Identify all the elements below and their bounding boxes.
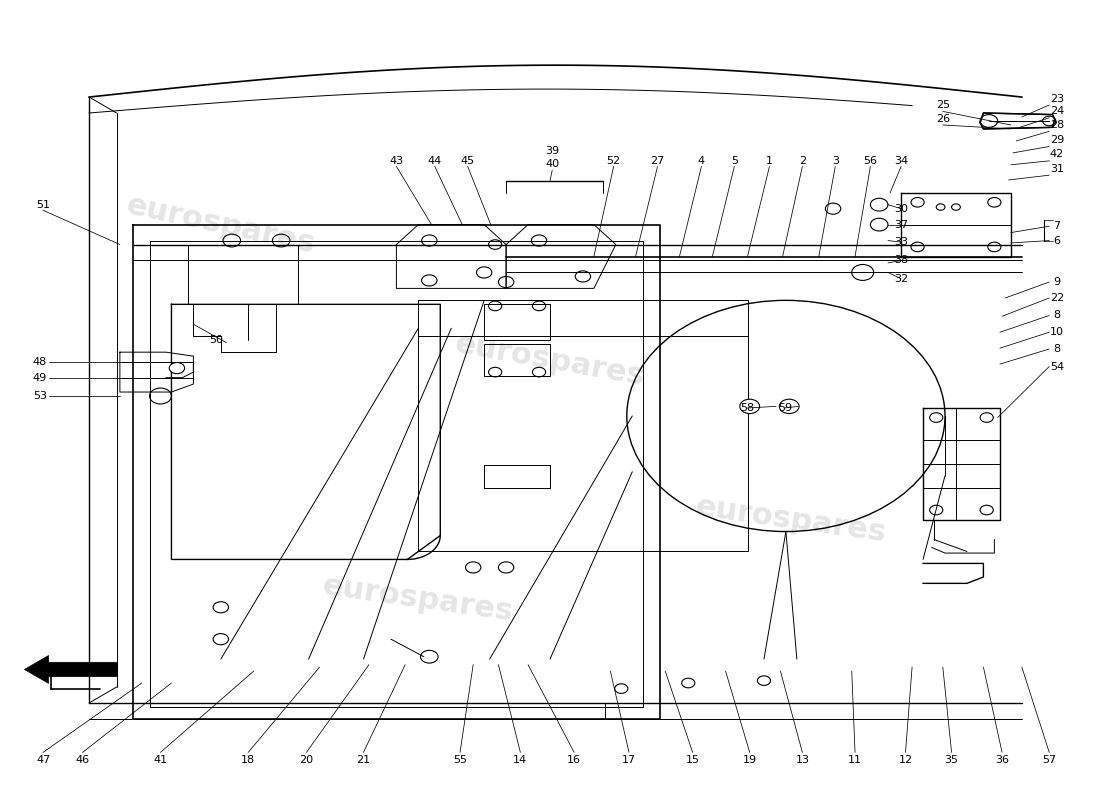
Text: 33: 33 xyxy=(894,237,909,247)
Text: 57: 57 xyxy=(1042,755,1056,766)
Text: eurospares: eurospares xyxy=(321,571,516,627)
Text: 5: 5 xyxy=(730,156,738,166)
Text: 53: 53 xyxy=(33,391,47,401)
Circle shape xyxy=(740,399,760,414)
Text: 29: 29 xyxy=(1049,135,1064,145)
Bar xyxy=(188,245,298,304)
Text: 8: 8 xyxy=(1054,344,1060,354)
Text: 47: 47 xyxy=(36,755,51,766)
Polygon shape xyxy=(980,113,1055,129)
Text: 36: 36 xyxy=(996,755,1009,766)
Text: 56: 56 xyxy=(864,156,878,166)
Circle shape xyxy=(779,399,799,414)
Text: 31: 31 xyxy=(1049,164,1064,174)
Text: 2: 2 xyxy=(799,156,806,166)
Text: 35: 35 xyxy=(945,755,958,766)
Text: 3: 3 xyxy=(832,156,839,166)
Text: 1: 1 xyxy=(766,156,773,166)
Text: 49: 49 xyxy=(33,373,47,382)
Text: 27: 27 xyxy=(650,156,664,166)
Text: 45: 45 xyxy=(461,156,475,166)
Text: 30: 30 xyxy=(894,204,909,214)
Text: 6: 6 xyxy=(1054,235,1060,246)
Text: 10: 10 xyxy=(1049,327,1064,338)
Text: 7: 7 xyxy=(1054,222,1060,231)
Text: 38: 38 xyxy=(894,255,909,266)
Text: 11: 11 xyxy=(848,755,862,766)
Text: 24: 24 xyxy=(1049,106,1064,117)
Text: 46: 46 xyxy=(76,755,89,766)
Text: 50: 50 xyxy=(209,335,223,346)
Text: 55: 55 xyxy=(453,755,468,766)
FancyArrow shape xyxy=(24,655,118,683)
Text: 14: 14 xyxy=(514,755,527,766)
Text: 40: 40 xyxy=(546,159,559,169)
Text: 51: 51 xyxy=(36,200,51,210)
Text: 8: 8 xyxy=(1054,310,1060,321)
Text: 23: 23 xyxy=(1049,94,1064,104)
Text: 21: 21 xyxy=(356,755,371,766)
Text: 28: 28 xyxy=(1049,120,1064,130)
Text: 52: 52 xyxy=(606,156,620,166)
Text: 26: 26 xyxy=(936,114,950,124)
Text: 18: 18 xyxy=(241,755,255,766)
Text: eurospares: eurospares xyxy=(123,190,318,259)
Text: 4: 4 xyxy=(697,156,705,166)
Bar xyxy=(484,344,550,376)
Text: 34: 34 xyxy=(894,156,909,166)
Text: 59: 59 xyxy=(778,403,792,413)
Text: 42: 42 xyxy=(1049,150,1064,159)
Text: 39: 39 xyxy=(546,146,559,156)
Text: 19: 19 xyxy=(742,755,757,766)
Text: 32: 32 xyxy=(894,274,909,284)
Text: 9: 9 xyxy=(1054,277,1060,287)
Bar xyxy=(484,304,550,340)
Text: 20: 20 xyxy=(299,755,314,766)
Text: 25: 25 xyxy=(936,100,950,110)
Text: 13: 13 xyxy=(795,755,810,766)
Text: 54: 54 xyxy=(1049,362,1064,371)
Text: 44: 44 xyxy=(428,156,442,166)
Circle shape xyxy=(169,362,185,374)
Text: 43: 43 xyxy=(389,156,404,166)
Text: 15: 15 xyxy=(685,755,700,766)
Text: 58: 58 xyxy=(740,403,755,413)
Text: 17: 17 xyxy=(621,755,636,766)
Text: 22: 22 xyxy=(1049,293,1064,303)
Text: 41: 41 xyxy=(153,755,167,766)
Text: 48: 48 xyxy=(33,357,47,366)
Text: 12: 12 xyxy=(899,755,913,766)
Text: 37: 37 xyxy=(894,220,909,230)
Text: 16: 16 xyxy=(568,755,581,766)
Text: eurospares: eurospares xyxy=(453,329,647,391)
Text: eurospares: eurospares xyxy=(694,492,889,547)
